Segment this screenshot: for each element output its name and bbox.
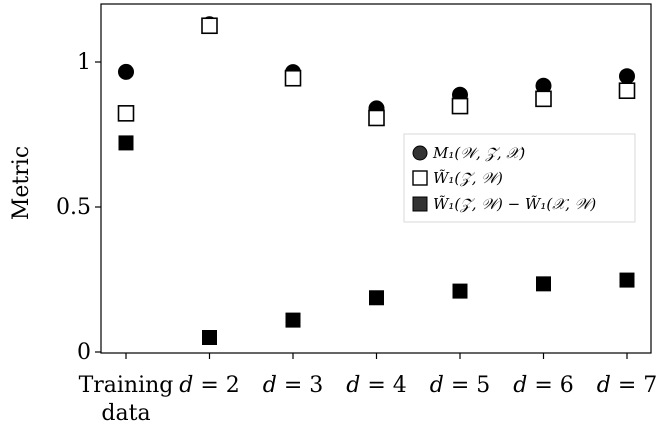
w-tilde-point (284, 69, 302, 87)
m1-point (535, 77, 552, 94)
y-tick-label: 0.5 (56, 195, 91, 220)
legend: M₁(𝒲, 𝒵, 𝒳) W̃₁(𝒵, 𝒲) W̃₁(𝒵, 𝒲) − W̃₁(𝒳, 𝒲… (403, 133, 636, 223)
legend-entry-label: W̃₁(𝒵, 𝒲) − W̃₁(𝒳, 𝒲) (433, 195, 596, 213)
m1-point (118, 63, 134, 80)
w-tilde-difference-point (452, 283, 468, 299)
x-tick-label: d = 3 (263, 373, 324, 398)
w-tilde-difference-point (369, 290, 384, 306)
w-tilde-point (201, 17, 218, 35)
w-tilde-point (618, 82, 636, 100)
y-ticks: 00.51 (56, 50, 101, 365)
data-markers (117, 16, 636, 345)
w-tilde-point (368, 109, 385, 127)
x-tick-label: d = 7 (597, 373, 658, 398)
x-tick-label: d = 2 (179, 373, 240, 398)
x-tick-label: d = 4 (346, 373, 407, 398)
w-tilde-difference-point (118, 135, 134, 151)
w-tilde-difference-point (285, 312, 301, 328)
legend-entry-label: M₁(𝒲, 𝒵, 𝒳) (432, 144, 525, 162)
w-tilde-point (451, 97, 469, 115)
legend-circle-marker (412, 145, 428, 161)
legend-filled-square-marker (412, 196, 428, 212)
x-tick-label: Training data (79, 373, 174, 426)
y-tick-label: 0 (77, 340, 91, 365)
legend-box (403, 133, 636, 223)
legend-entry-label: W̃₁(𝒵, 𝒲) (433, 169, 503, 187)
legend-open-square-marker (412, 170, 428, 186)
x-tick-label: d = 5 (430, 373, 491, 398)
w-tilde-point (117, 105, 135, 122)
w-tilde-difference-point (619, 272, 635, 288)
x-tick-label: d = 6 (513, 373, 574, 398)
y-axis-label: Metric (9, 146, 34, 220)
m1-point (619, 68, 635, 85)
w-tilde-difference-point (536, 276, 551, 292)
y-tick-label: 1 (77, 50, 91, 75)
w-tilde-difference-point (202, 330, 217, 345)
w-tilde-point (535, 90, 552, 108)
